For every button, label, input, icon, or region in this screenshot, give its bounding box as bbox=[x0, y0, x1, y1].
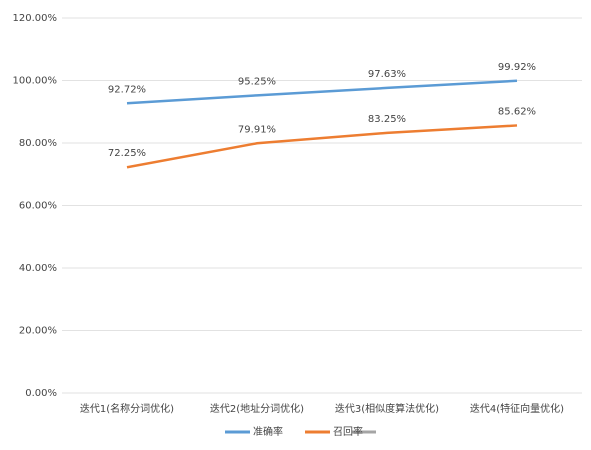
legend-label: 召回率 bbox=[333, 425, 363, 438]
y-tick-label: 60.00% bbox=[19, 201, 57, 212]
y-tick-label: 0.00% bbox=[25, 388, 57, 399]
x-tick-label: 迭代3(相似度算法优化) bbox=[335, 402, 439, 415]
data-label: 97.63% bbox=[368, 69, 406, 80]
data-label: 79.91% bbox=[238, 124, 276, 135]
data-label: 99.92% bbox=[498, 62, 536, 73]
data-label: 95.25% bbox=[238, 76, 276, 87]
series-line bbox=[126, 79, 518, 105]
data-label: 85.62% bbox=[498, 106, 536, 117]
data-label: 83.25% bbox=[368, 114, 406, 125]
y-tick-label: 40.00% bbox=[19, 263, 57, 274]
y-tick-label: 80.00% bbox=[19, 138, 57, 149]
x-tick-label: 迭代1(名称分词优化) bbox=[80, 402, 174, 415]
y-tick-label: 100.00% bbox=[13, 76, 58, 87]
data-label: 72.25% bbox=[108, 148, 146, 159]
x-tick-label: 迭代4(特征向量优化) bbox=[470, 402, 564, 415]
legend-label: 准确率 bbox=[253, 425, 283, 438]
y-tick-label: 20.00% bbox=[19, 326, 57, 337]
data-label: 92.72% bbox=[108, 84, 146, 95]
series-line bbox=[126, 124, 518, 169]
x-tick-label: 迭代2(地址分词优化) bbox=[210, 402, 304, 415]
y-tick-label: 120.00% bbox=[13, 13, 58, 24]
